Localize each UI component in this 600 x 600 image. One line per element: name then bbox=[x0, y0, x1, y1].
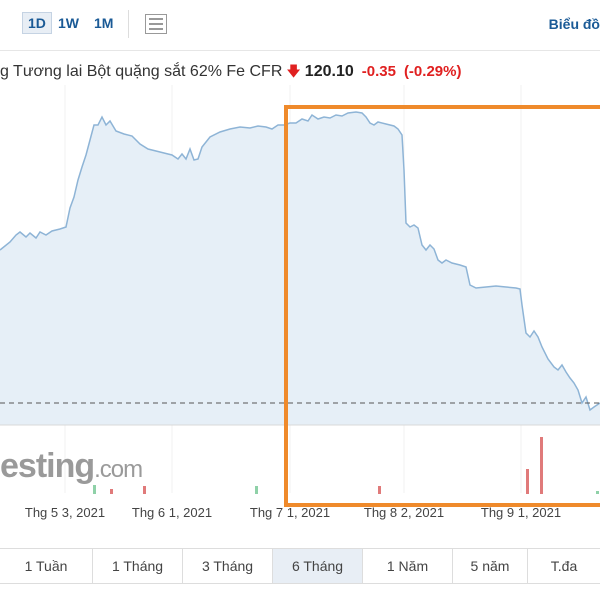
price-area-fill bbox=[0, 112, 600, 425]
volume-bar bbox=[540, 437, 543, 494]
chart-toolbar: 1D 1W 1M Biểu đồ bbox=[0, 0, 600, 51]
timeframe-1w-button[interactable]: 1W bbox=[58, 15, 79, 31]
price-change-percent: (-0.29%) bbox=[403, 63, 462, 80]
toolbar-divider bbox=[128, 10, 129, 38]
last-price: 120.10 bbox=[304, 63, 354, 80]
range-1-week-button[interactable]: 1 Tuần bbox=[0, 549, 93, 583]
chart-link[interactable]: Biểu đồ bbox=[548, 16, 600, 32]
instrument-name: g Tương lai Bột quặng sắt 62% Fe CFR bbox=[0, 63, 283, 80]
range-1-year-button[interactable]: 1 Năm bbox=[363, 549, 453, 583]
range-selector: 1 Tuần 1 Tháng 3 Tháng 6 Tháng 1 Năm 5 n… bbox=[0, 548, 600, 584]
volume-bars bbox=[93, 437, 599, 494]
volume-bar bbox=[255, 486, 258, 494]
range-max-button[interactable]: T.đa bbox=[550, 558, 578, 574]
price-chart[interactable]: Thg 5 3, 2021 Thg 6 1, 2021 Thg 7 1, 202… bbox=[0, 85, 600, 545]
volume-bar bbox=[378, 486, 381, 494]
arrow-down-icon: 🡇 bbox=[286, 63, 301, 79]
timeframe-1d-button[interactable]: 1D bbox=[22, 12, 52, 34]
x-tick-label: Thg 5 3, 2021 bbox=[25, 505, 105, 520]
range-5-year-button[interactable]: 5 năm bbox=[453, 549, 528, 583]
range-6-month-button[interactable]: 6 Tháng bbox=[273, 549, 363, 583]
volume-bar bbox=[93, 485, 96, 494]
price-change: -0.35 bbox=[361, 63, 396, 80]
volume-bar bbox=[526, 469, 529, 494]
x-tick-label: Thg 8 2, 2021 bbox=[364, 505, 444, 520]
x-tick-label: Thg 6 1, 2021 bbox=[132, 505, 212, 520]
range-3-month-button[interactable]: 3 Tháng bbox=[183, 549, 273, 583]
volume-bar bbox=[110, 489, 113, 494]
x-tick-label: Thg 9 1, 2021 bbox=[481, 505, 561, 520]
highlight-box bbox=[284, 105, 600, 507]
volume-bar bbox=[143, 486, 146, 494]
x-tick-label: Thg 7 1, 2021 bbox=[250, 505, 330, 520]
range-1-month-button[interactable]: 1 Tháng bbox=[93, 549, 183, 583]
timeframe-1m-button[interactable]: 1M bbox=[94, 15, 114, 31]
volume-bar bbox=[596, 491, 599, 494]
table-icon[interactable] bbox=[145, 14, 167, 34]
investing-watermark-logo: esting.com bbox=[0, 447, 143, 485]
x-axis-ticks: Thg 5 3, 2021 Thg 6 1, 2021 Thg 7 1, 202… bbox=[25, 505, 561, 520]
price-line bbox=[0, 111, 600, 412]
quote-header: g Tương lai Bột quặng sắt 62% Fe CFR 🡇 120… bbox=[0, 61, 461, 85]
